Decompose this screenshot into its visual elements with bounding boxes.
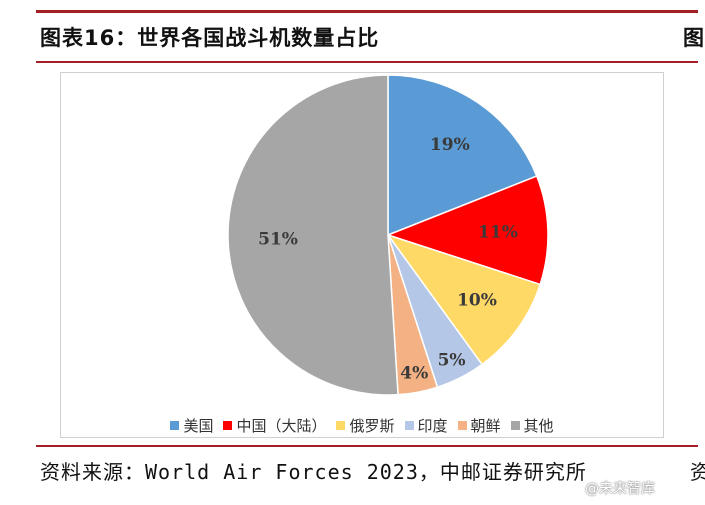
slice-label-0: 19% [430, 135, 470, 155]
legend-swatch-3 [404, 421, 414, 430]
legend-label-3: 印度 [417, 417, 448, 435]
bottom-rule [36, 445, 698, 447]
legend-item-5: 其他 [510, 415, 554, 436]
legend-item-1: 中国（大陆） [223, 415, 326, 436]
pie-slice-1 [385, 175, 549, 286]
legend-label-2: 俄罗斯 [349, 417, 395, 435]
legend-item-0: 美国 [170, 415, 213, 436]
top-rule [36, 10, 698, 13]
legend-item-4: 朝鲜 [457, 415, 501, 436]
legend-swatch-1 [223, 421, 233, 430]
source-clipped-right: 资 [690, 460, 705, 484]
pie-slice-5 [227, 74, 399, 396]
legend-label-5: 其他 [523, 417, 554, 435]
legend-swatch-0 [170, 421, 180, 430]
legend-swatch-2 [336, 421, 346, 430]
legend-swatch-4 [457, 421, 467, 430]
watermark: @未来智库 [585, 481, 655, 497]
title-rule [36, 61, 698, 63]
slice-label-5: 51% [258, 229, 298, 249]
chart-frame: 19% 11% 10% 5% 4% 51% 美国 中国（大陆） 俄罗斯 印度 朝鲜 其他 [60, 72, 664, 438]
legend: 美国 中国（大陆） 俄罗斯 印度 朝鲜 其他 [61, 415, 663, 436]
source-note: 资料来源：World Air Forces 2023，中邮证券研究所 [40, 460, 587, 484]
legend-label-1: 中国（大陆） [236, 417, 327, 435]
pie-slice-0 [387, 74, 538, 237]
slice-label-4: 4% [400, 364, 428, 384]
pie-slice-2 [386, 233, 542, 366]
pie-chart: 19% 11% 10% 5% 4% 51% [227, 74, 549, 396]
chart-title: 图表16：世界各国战斗机数量占比 [40, 26, 380, 50]
legend-label-4: 朝鲜 [470, 417, 501, 435]
slice-label-3: 5% [438, 351, 466, 371]
title-clipped-right: 图 [683, 26, 704, 50]
legend-item-3: 印度 [404, 415, 448, 436]
slice-label-1: 11% [478, 223, 518, 243]
slice-label-2: 10% [457, 291, 497, 311]
legend-swatch-5 [510, 421, 520, 430]
legend-item-2: 俄罗斯 [336, 415, 395, 436]
legend-label-0: 美国 [183, 417, 214, 435]
